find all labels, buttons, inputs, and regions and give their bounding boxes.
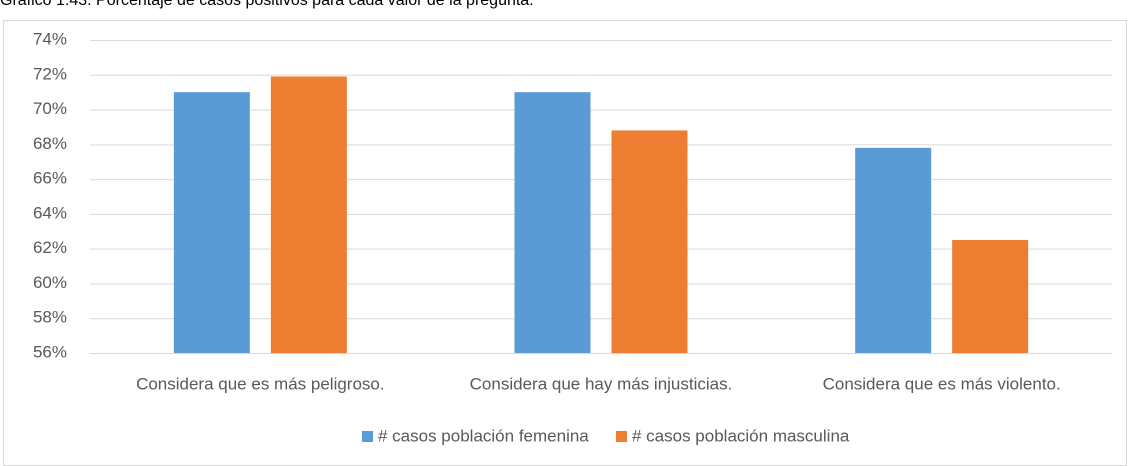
bar: [514, 92, 591, 354]
legend-label: # casos población masculina: [632, 426, 850, 445]
y-tick-label: 62%: [33, 238, 67, 257]
x-tick-label: Considera que hay más injusticias.: [470, 374, 733, 393]
y-tick-label: 74%: [33, 29, 67, 48]
bar: [855, 147, 932, 353]
bar: [270, 76, 347, 354]
chart-title: Gráfico 1.43. Porcentaje de casos positi…: [0, 0, 534, 9]
bar: [611, 130, 688, 353]
y-tick-label: 70%: [33, 99, 67, 118]
y-tick-label: 58%: [33, 308, 67, 327]
legend-swatch: [616, 431, 627, 442]
y-tick-label: 60%: [33, 273, 67, 292]
y-tick-label: 56%: [33, 342, 67, 361]
bar: [173, 92, 250, 354]
legend-label: # casos población femenina: [378, 426, 589, 445]
x-tick-label: Considera que es más peligroso.: [136, 374, 385, 393]
bar: [952, 239, 1029, 353]
y-tick-label: 72%: [33, 64, 67, 83]
x-tick-label: Considera que es más violento.: [823, 374, 1061, 393]
y-tick-label: 68%: [33, 134, 67, 153]
y-tick-label: 66%: [33, 169, 67, 188]
y-tick-label: 64%: [33, 203, 67, 222]
legend-swatch: [362, 431, 373, 442]
